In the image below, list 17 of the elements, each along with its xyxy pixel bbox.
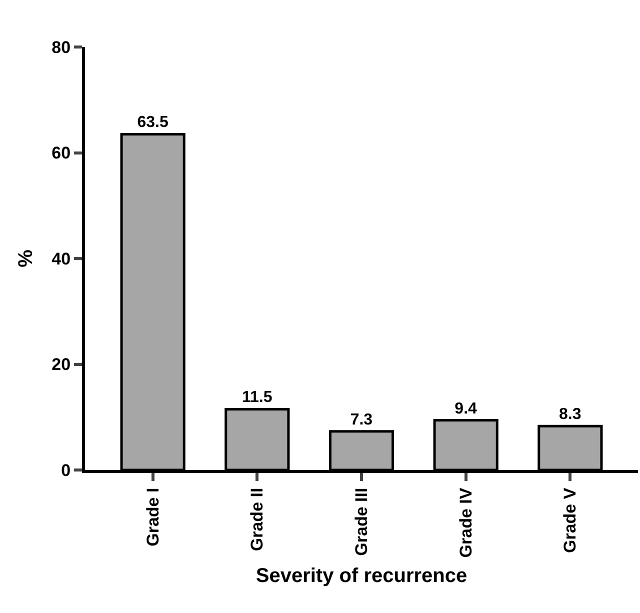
x-tick-label: Grade IV bbox=[456, 487, 476, 558]
x-tick-label: Grade II bbox=[248, 488, 267, 552]
data-label: 7.3 bbox=[350, 411, 373, 428]
y-tick-label: 80 bbox=[52, 38, 71, 57]
x-tick-label: Grade III bbox=[352, 488, 372, 556]
x-tick-label: Grade V bbox=[560, 487, 580, 554]
y-tick-label: 60 bbox=[52, 144, 71, 163]
y-tick-label: 0 bbox=[61, 460, 71, 480]
data-label: 9.4 bbox=[454, 400, 478, 418]
y-axis-title: % bbox=[15, 249, 38, 268]
y-tick-label: 40 bbox=[52, 249, 71, 268]
x-tick-label: Grade I bbox=[143, 488, 162, 546]
data-label: 8.3 bbox=[559, 406, 582, 424]
data-label: 63.5 bbox=[137, 114, 168, 132]
y-tick-label: 20 bbox=[52, 355, 71, 374]
data-label: 11.5 bbox=[242, 389, 272, 406]
x-axis-title: Severity of recurrence bbox=[256, 565, 468, 588]
